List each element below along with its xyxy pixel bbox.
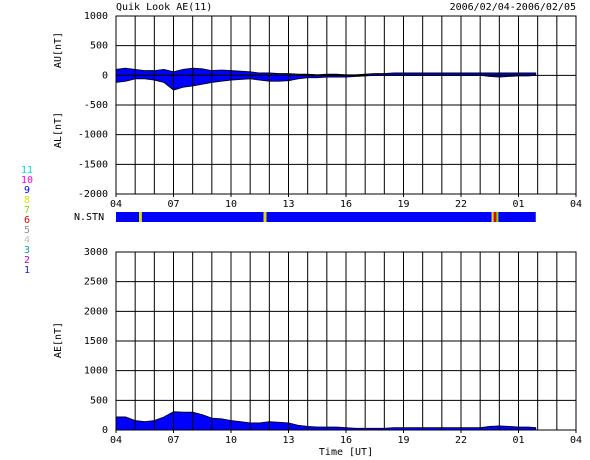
x-tick-label: 19 (397, 435, 409, 446)
x-tick-label: 07 (167, 199, 179, 210)
chart-title: Quik Look AE(11) (116, 2, 212, 13)
station-segment (116, 212, 139, 222)
station-legend-label: 2 (24, 255, 30, 266)
x-tick-label: 13 (282, 435, 294, 446)
y-tick-label: 3000 (84, 247, 108, 258)
x-tick-label: 22 (455, 199, 467, 210)
x-tick-label: 01 (512, 435, 524, 446)
y-axis-label: AL[nT] (53, 112, 64, 148)
area (115, 411, 537, 431)
y-tick-label: 0 (102, 70, 108, 81)
station-legend-label: 8 (24, 195, 30, 206)
date-range: 2006/02/04-2006/02/05 (450, 2, 576, 13)
station-legend-label: 7 (24, 205, 30, 216)
x-tick-label: 19 (397, 199, 409, 210)
station-segment (491, 212, 494, 222)
area (115, 67, 537, 76)
area (115, 74, 536, 91)
station-segment (498, 212, 536, 222)
y-tick-label: -500 (84, 100, 108, 111)
y-axis-label: AE[nT] (53, 322, 64, 358)
y-axis-label: N.STN (74, 212, 104, 223)
y-tick-label: -1000 (78, 130, 108, 141)
x-tick-label: 22 (455, 435, 467, 446)
station-legend-label: 4 (24, 235, 30, 246)
station-legend-label: 3 (24, 245, 30, 256)
y-tick-label: 1000 (84, 366, 108, 377)
station-segment (141, 212, 264, 222)
y-tick-label: 500 (90, 395, 108, 406)
x-tick-label: 16 (340, 435, 352, 446)
x-axis-label: Time [UT] (319, 447, 373, 458)
x-tick-label: 04 (110, 199, 122, 210)
station-legend-label: 1 (24, 265, 30, 276)
plot-frame (115, 15, 577, 195)
y-tick-label: -2000 (78, 189, 108, 200)
station-segment (496, 212, 499, 222)
station-segment (139, 212, 142, 222)
x-tick-label: 01 (512, 199, 524, 210)
x-tick-label: 16 (340, 199, 352, 210)
y-tick-label: 0 (102, 425, 108, 436)
x-tick-label: 10 (225, 435, 237, 446)
station-legend-label: 9 (24, 185, 30, 196)
y-tick-label: 1500 (84, 336, 108, 347)
x-tick-label: 04 (570, 199, 582, 210)
station-legend-label: 5 (24, 225, 30, 236)
y-tick-label: 2500 (84, 277, 108, 288)
y-tick-label: 1000 (84, 11, 108, 22)
station-legend-label: 11 (21, 165, 33, 176)
x-tick-label: 10 (225, 199, 237, 210)
y-tick-label: 500 (90, 41, 108, 52)
station-segment (493, 212, 497, 222)
station-legend-label: 10 (21, 175, 33, 186)
x-tick-label: 07 (167, 435, 179, 446)
y-tick-label: -1500 (78, 159, 108, 170)
x-tick-label: 04 (110, 435, 122, 446)
plot-frame (115, 251, 577, 431)
station-segment (263, 212, 267, 222)
x-tick-label: 13 (282, 199, 294, 210)
y-tick-label: 2000 (84, 306, 108, 317)
x-tick-label: 04 (570, 435, 582, 446)
station-legend-label: 6 (24, 215, 30, 226)
station-segment (266, 212, 492, 222)
y-axis-label: AU[nT] (53, 32, 64, 68)
